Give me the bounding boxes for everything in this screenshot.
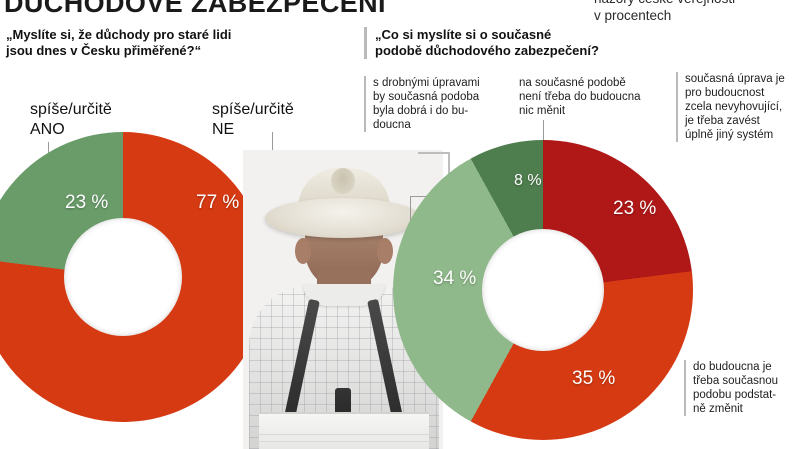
header-subtitle: názory české veřejnosti v procentech xyxy=(594,0,794,24)
label-change-line-3: podobu podstat- xyxy=(693,389,777,401)
value-substantial-change: 35 % xyxy=(572,368,616,389)
donut-left-hole xyxy=(64,218,182,336)
label-no-line-1: spíše/určitě xyxy=(212,101,294,118)
label-newsystem-line-3: zcela nevyhovující, xyxy=(685,101,783,113)
photo-chair-back xyxy=(259,412,429,449)
left-question-line-2: jsou dnes v Česku přiměřené?“ xyxy=(6,43,202,58)
donut-chart-right xyxy=(393,140,693,440)
value-no: 77 % xyxy=(196,192,240,213)
photo-collar xyxy=(303,284,385,306)
label-change-line-1: do budoucna je xyxy=(693,361,772,373)
label-newsystem-line-5: úplně jiný systém xyxy=(685,129,774,141)
label-no-line-2: NE xyxy=(212,121,235,138)
photo-hat-dent xyxy=(331,168,355,194)
right-question-line-2: podobě důchodového zabezpečení? xyxy=(375,43,599,58)
label-substantial-change: do budoucna je třeba současnou podobu po… xyxy=(684,360,800,416)
label-nochange-line-1: na současné podobě xyxy=(519,77,626,89)
photo-corner-frame xyxy=(418,152,450,180)
left-question: „Myslíte si, že důchody pro staré lidi j… xyxy=(6,27,306,59)
right-question-line-1: „Co si myslíte si o současné xyxy=(375,27,552,42)
photo-ear-left xyxy=(295,238,311,264)
label-newsystem-line-1: současná úprava je xyxy=(685,73,785,85)
label-nochange-line-2: není třeba do budoucna xyxy=(519,91,641,103)
label-no-change: na současné podobě není třeba do budoucn… xyxy=(519,76,664,118)
label-newsystem-line-4: je třeba zavést xyxy=(685,115,760,127)
leader-line-minor-vertical xyxy=(410,196,411,228)
value-yes: 23 % xyxy=(65,192,109,213)
label-no: spíše/určitě NE xyxy=(212,100,332,140)
photo-ear-right xyxy=(377,238,393,264)
photo-hat-brim xyxy=(265,198,421,238)
photo-chair-slat xyxy=(259,434,429,442)
left-question-line-1: „Myslíte si, že důchody pro staré lidi xyxy=(6,27,232,42)
label-newsystem-line-2: pro budoucnost xyxy=(685,87,765,99)
label-yes: spíše/určitě ANO xyxy=(30,100,150,140)
label-change-line-2: třeba současnou xyxy=(693,375,779,387)
subtitle-line-2: v procentech xyxy=(594,8,672,23)
subtitle-line-1: názory české veřejnosti xyxy=(594,0,794,7)
label-minor-changes: s drobnými úpravami by současná podoba b… xyxy=(364,76,513,132)
donut-right-hole xyxy=(482,229,604,351)
value-no-change: 8 % xyxy=(514,172,542,189)
value-new-system: 23 % xyxy=(613,198,657,219)
label-minor-line-4: doucna xyxy=(373,119,411,131)
label-change-line-4: ně změnit xyxy=(693,403,743,415)
label-minor-line-2: by současná podoba xyxy=(373,91,480,103)
page-title: DŮCHODOVÉ ZABEZPEČENÍ xyxy=(4,0,386,18)
value-minor-changes: 34 % xyxy=(433,268,477,289)
label-nochange-line-3: nic měnit xyxy=(519,105,566,117)
donut-chart-left xyxy=(0,132,268,422)
label-minor-line-1: s drobnými úpravami xyxy=(373,77,480,89)
label-yes-line-1: spíše/určitě xyxy=(30,101,112,118)
label-yes-line-2: ANO xyxy=(30,121,65,138)
label-minor-line-3: byla dobrá i do bu- xyxy=(373,105,469,117)
right-question: „Co si myslíte si o současné podobě důch… xyxy=(364,27,625,59)
label-new-system: současná úprava je pro budoucnost zcela … xyxy=(676,72,800,142)
